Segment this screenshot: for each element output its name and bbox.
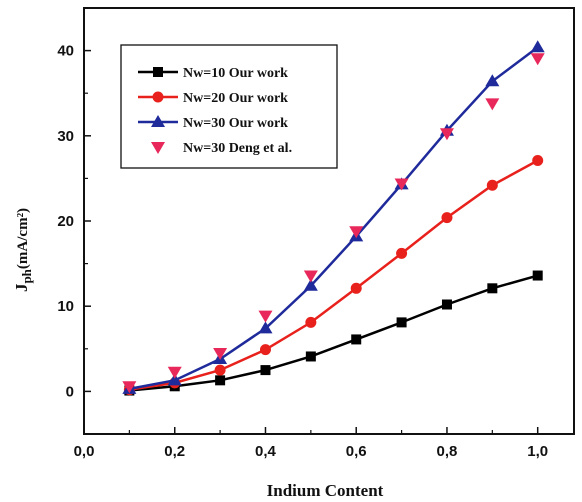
triangle-down-marker: [151, 142, 165, 154]
series-layer: [122, 40, 545, 396]
legend: Nw=10 Our work Nw=20 Our work Nw=30 Our wo…: [120, 44, 338, 169]
x-tick-label: 0,0: [74, 443, 95, 460]
triangle-down-marker: [530, 53, 545, 66]
square-marker: [305, 351, 316, 362]
series-line: [129, 46, 539, 391]
x-tick-label: 0,8: [437, 443, 458, 460]
triangle-down-marker: [213, 348, 228, 361]
triangle-down-marker: [485, 98, 500, 111]
y-tick-label: 10: [57, 298, 74, 315]
triangle-down-marker: [349, 226, 364, 239]
legend-label: Nw=10 Our work: [183, 66, 288, 81]
circle-marker: [305, 316, 317, 328]
triangle-down-marker: [258, 310, 273, 323]
y-axis-title: Jph(mA/cm²): [12, 208, 34, 292]
circle-marker: [441, 212, 453, 224]
y-tick-label: 0: [66, 383, 74, 400]
square-marker: [532, 270, 543, 281]
axes: 0,0 0,2 0,4 0,6 0,8 1,0 0 10 20 30 40: [57, 7, 548, 460]
y-tick-label: 40: [57, 43, 74, 60]
legend-label: Nw=30 Our work: [183, 116, 288, 131]
triangle-down-marker: [122, 381, 137, 394]
legend-label: Nw=30 Deng et al.: [183, 141, 292, 156]
series-line: [129, 274, 539, 392]
circle-marker: [486, 179, 498, 191]
y-tick-label: 30: [57, 128, 74, 145]
y-tick-label: 20: [57, 213, 74, 230]
square-marker: [351, 334, 362, 345]
square-marker: [441, 299, 452, 310]
circle-marker: [259, 344, 271, 356]
triangle-up-marker: [485, 74, 500, 87]
x-tick-label: 0,2: [164, 443, 185, 460]
series-1: [124, 270, 543, 396]
y-axis-title-unit: (mA/cm²): [15, 208, 31, 269]
circle-marker: [532, 155, 544, 167]
x-tick-label: 0,4: [255, 443, 277, 460]
x-tick-label: 0,6: [346, 443, 367, 460]
triangle-up-marker: [167, 373, 182, 386]
square-marker: [260, 365, 271, 376]
square-marker: [396, 317, 407, 328]
circle-marker: [214, 364, 226, 376]
triangle-up-marker: [530, 40, 545, 53]
triangle-up-marker: [303, 278, 318, 291]
circle-marker: [350, 282, 362, 294]
axis-titles: Indium Content Jph(mA/cm²): [12, 208, 384, 500]
circle-marker: [152, 91, 164, 103]
square-marker: [487, 283, 498, 294]
series-line: [129, 159, 539, 391]
y-axis-title-main: J: [12, 283, 31, 292]
legend-label: Nw=20 Our work: [183, 91, 288, 106]
triangle-down-marker: [394, 178, 409, 191]
x-axis-title: Indium Content: [267, 481, 384, 500]
series-4: [122, 53, 545, 394]
triangle-down-marker: [303, 270, 318, 283]
triangle-up-marker: [258, 321, 273, 334]
x-tick-label: 1,0: [527, 443, 548, 460]
triangle-down-marker: [439, 128, 454, 141]
triangle-up-marker: [151, 115, 165, 127]
y-axis-title-sub: ph: [19, 268, 34, 283]
triangle-down-marker: [167, 366, 182, 379]
circle-marker: [396, 247, 408, 259]
series-2: [123, 155, 544, 396]
square-marker: [153, 67, 163, 77]
square-marker: [215, 375, 226, 386]
